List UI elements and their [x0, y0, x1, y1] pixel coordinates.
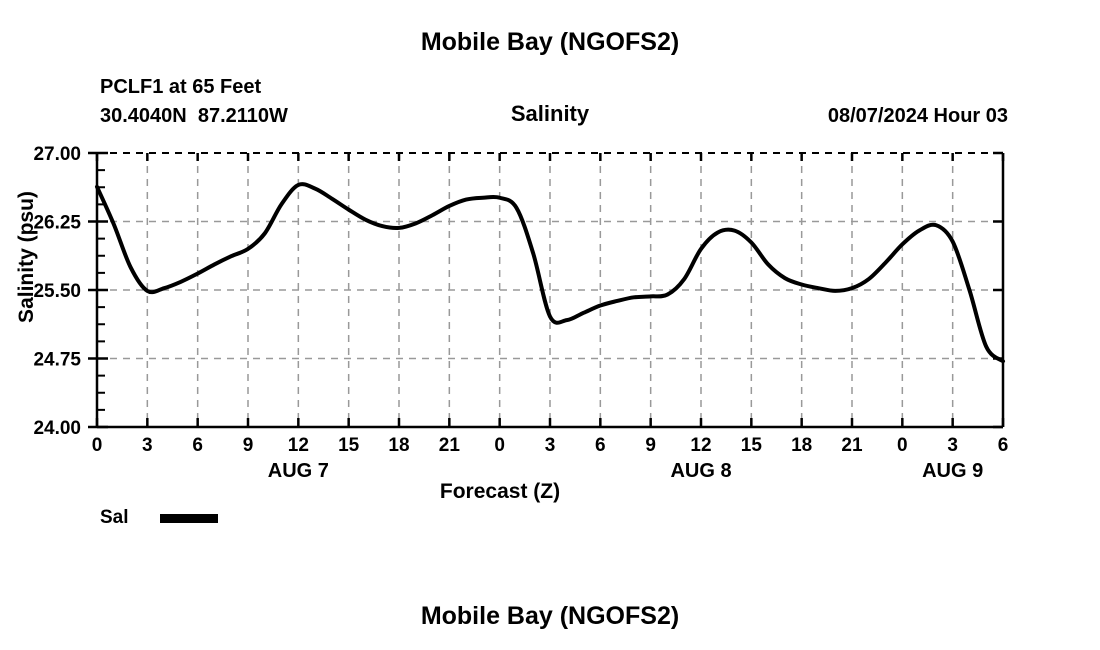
legend-label-sal: Sal	[100, 507, 129, 528]
x-axis-tick-label: 0	[897, 435, 908, 456]
y-axis-tick-label: 25.50	[33, 281, 81, 302]
x-axis-tick-label: 21	[841, 435, 863, 456]
x-axis-tick-label: 18	[388, 435, 409, 456]
y-axis-tick-label: 26.25	[33, 213, 81, 234]
salinity-line-chart: 24.00 24.75 25.50 26.25 27.00 0 3 6 9 12 15 18 21 0 3 6…	[33, 144, 1009, 482]
x-axis-tick-label: 3	[947, 435, 958, 456]
legend: Sal	[100, 507, 218, 529]
x-axis-tick-label: 21	[439, 435, 461, 456]
y-axis-tick-label: 24.00	[33, 418, 81, 439]
x-axis-tick-label: 6	[595, 435, 606, 456]
page-title-top: Mobile Bay (NGOFS2)	[420, 28, 680, 56]
x-axis-tick-label: 6	[192, 435, 203, 456]
y-axis-tick-label: 24.75	[33, 350, 81, 371]
y-axis-title: Salinity (psu)	[15, 191, 38, 323]
x-axis-tick-label: 0	[494, 435, 505, 456]
coordinates-label: 30.4040N 87.2110W	[100, 105, 288, 127]
page-title-bottom: Mobile Bay (NGOFS2)	[420, 602, 680, 630]
x-axis-title: Forecast (Z)	[439, 480, 561, 503]
variable-title: Salinity	[510, 101, 590, 126]
x-axis-tick-label: 3	[142, 435, 153, 456]
legend-swatch-sal	[160, 513, 218, 523]
x-axis-tick-label: 15	[741, 435, 763, 456]
x-axis-day-label: AUG 9	[922, 460, 983, 482]
forecast-datetime-label: 08/07/2024 Hour 03	[827, 105, 1008, 127]
x-axis-tick-label: 9	[645, 435, 656, 456]
x-axis-tick-label: 3	[545, 435, 556, 456]
x-axis-tick-label: 15	[338, 435, 360, 456]
x-axis-tick-label: 6	[998, 435, 1009, 456]
x-axis-tick-label: 9	[243, 435, 254, 456]
x-axis-day-label: AUG 7	[268, 460, 329, 482]
y-axis-tick-label: 27.00	[33, 144, 81, 165]
data-line-sal	[95, 182, 1005, 364]
x-axis-tick-label: 12	[288, 435, 309, 456]
station-label: PCLF1 at 65 Feet	[100, 76, 262, 98]
x-axis-tick-label: 0	[92, 435, 103, 456]
x-axis-tick-label: 18	[791, 435, 812, 456]
x-axis-day-label: AUG 8	[670, 460, 731, 482]
x-axis-tick-label: 12	[690, 435, 711, 456]
